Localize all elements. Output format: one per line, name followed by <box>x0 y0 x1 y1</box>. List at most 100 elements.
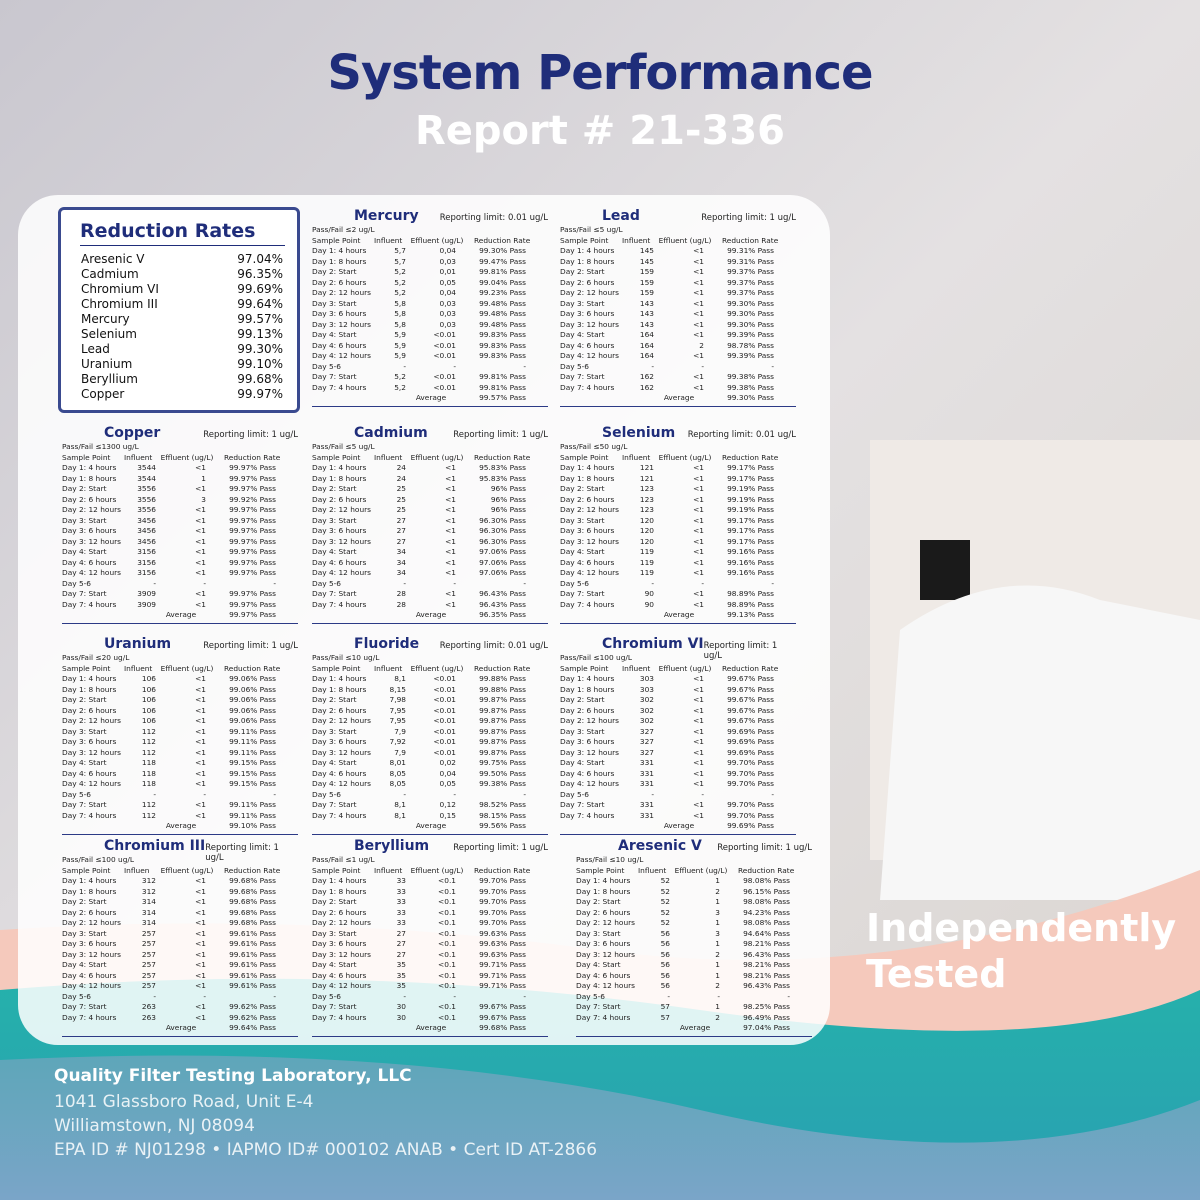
cell: 99.69% Pass <box>727 726 774 736</box>
cell: 99.68% Pass <box>229 897 276 906</box>
cell: 327 <box>639 726 654 736</box>
table-row: Day 4: Start 164 <1 99.39% Pass <box>560 330 796 341</box>
cell: Day 7: 4 hours <box>560 382 615 392</box>
table-row: Day 7: Start 57 1 98.25% Pass <box>576 1002 812 1013</box>
table-row: Day 2: Start 302 <1 99.67% Pass <box>560 695 796 706</box>
table-row: Day 1: 4 hours 106 <1 99.06% Pass <box>62 674 298 685</box>
cell: <1 <box>195 949 206 959</box>
table-row: Day 4: Start 56 1 98.21% Pass <box>576 960 812 971</box>
panel-header: Copper Reporting limit: 1 ug/L <box>62 425 298 442</box>
cell: <1 <box>195 779 206 788</box>
cell: 95.83% Pass <box>479 473 526 483</box>
cell: 263 <box>141 1012 156 1022</box>
cell: 52 <box>660 897 670 906</box>
cell: 99.67% Pass <box>727 674 774 683</box>
cell: - <box>651 361 654 371</box>
cell: 99.61% Pass <box>229 981 276 990</box>
table-row: Day 1: 4 hours 121 <1 99.17% Pass <box>560 463 796 474</box>
cell: <1 <box>195 747 206 757</box>
average-row: Average 99.97% Pass <box>62 610 298 621</box>
cell: 99.31% Pass <box>727 246 774 255</box>
cell: Day 3: 6 hours <box>560 526 615 535</box>
cell: 34 <box>396 557 406 567</box>
cell: <1 <box>693 758 704 767</box>
cell: Day 4: Start <box>62 960 107 969</box>
cell: Day 3: 6 hours <box>312 737 367 746</box>
pass-fail: Pass/Fail ≤100 ug/L <box>62 855 135 864</box>
table-row: Day 5-6 - - - <box>62 790 298 801</box>
panel-header: Beryllium Reporting limit: 1 ug/L <box>312 838 548 855</box>
test-panel: Fluoride Reporting limit: 0.01 ug/L Pass/F… <box>312 636 548 835</box>
cell <box>118 1023 156 1034</box>
cell: 8,01 <box>389 758 406 767</box>
table-row: Day 5-6 - - - <box>312 790 548 801</box>
cell: 96% Pass <box>490 505 526 514</box>
cell: <1 <box>195 939 206 948</box>
cell: 164 <box>639 330 654 339</box>
cell: 2 <box>715 981 720 990</box>
cell: 24 <box>396 463 406 472</box>
cell: 99.11% Pass <box>229 737 276 746</box>
average-value: 99.56% Pass <box>479 821 526 830</box>
item-name: Cadmium <box>81 267 139 281</box>
cell: 56 <box>660 960 670 969</box>
cell: Day 2: 6 hours <box>312 277 367 287</box>
cell: 99.70% Pass <box>479 907 526 917</box>
table-row: Day 4: Start 34 <1 97.06% Pass <box>312 547 548 558</box>
cell: Day 3: 6 hours <box>560 309 615 318</box>
cell: 99.30% Pass <box>727 298 774 308</box>
cell: 33 <box>396 918 406 927</box>
cell <box>560 821 616 832</box>
pass-fail: Pass/Fail ≤5 ug/L <box>312 442 375 451</box>
cell: - <box>717 991 720 1001</box>
pass-fail: Pass/Fail ≤2 ug/L <box>312 225 375 234</box>
cell: <1 <box>693 557 704 567</box>
cell: Day 5-6 <box>62 789 92 799</box>
cell: 5,2 <box>394 372 406 381</box>
cell: - <box>651 578 654 588</box>
cell: Day 4: 6 hours <box>312 340 367 350</box>
cell: - <box>771 361 774 371</box>
cell: 98.08% Pass <box>743 897 790 906</box>
average-row: Average 99.10% Pass <box>62 821 298 832</box>
cell: <0.01 <box>433 737 456 746</box>
cell: 112 <box>141 810 156 820</box>
column-header: Reduction Rate <box>224 865 281 875</box>
cell: <1 <box>693 705 704 715</box>
cell: 98.15% Pass <box>479 810 526 820</box>
cell: 30 <box>396 1012 406 1022</box>
cell: 118 <box>141 779 156 788</box>
cell: 314 <box>141 897 156 906</box>
cell: 3544 <box>137 473 156 483</box>
cell: 99.68% Pass <box>229 886 276 896</box>
cell: 1 <box>715 897 720 906</box>
cell: 56 <box>660 928 670 938</box>
table-row: Day 1: 4 hours 5,7 0,04 99.30% Pass <box>312 246 548 257</box>
cell: 90 <box>644 589 654 598</box>
cell: 99.37% Pass <box>727 267 774 276</box>
cell: 27 <box>396 526 406 535</box>
column-header: Influent <box>124 452 153 462</box>
cell: - <box>153 991 156 1001</box>
table-row: Day 4: 6 hours 119 <1 99.16% Pass <box>560 558 796 569</box>
cell: 99.97% Pass <box>229 463 276 472</box>
cell: - <box>701 578 704 588</box>
summary-item: Chromium III 99.64% <box>81 297 283 312</box>
cell: 96.49% Pass <box>743 1012 790 1022</box>
table-row: Day 1: 8 hours 312 <1 99.68% Pass <box>62 887 298 898</box>
cell: 34 <box>396 547 406 556</box>
cell: Day 4: 6 hours <box>312 557 367 567</box>
cell: 2 <box>715 1012 720 1022</box>
table-row: Day 7: Start 3909 <1 99.97% Pass <box>62 589 298 600</box>
test-panel: Uranium Reporting limit: 1 ug/L Pass/Fail … <box>62 636 298 835</box>
cell: Day 4: Start <box>560 547 605 556</box>
cell: <0.01 <box>433 695 456 704</box>
cell: <1 <box>693 716 704 725</box>
table-row: Day 2: 12 hours 33 <0.1 99.70% Pass <box>312 918 548 929</box>
column-header: Influent <box>374 452 403 462</box>
summary-item: Uranium 99.10% <box>81 357 283 372</box>
item-rate: 99.69% <box>237 282 283 296</box>
cell: Day 3: Start <box>312 298 357 308</box>
cell: 162 <box>639 382 654 392</box>
cell: <1 <box>195 599 206 609</box>
